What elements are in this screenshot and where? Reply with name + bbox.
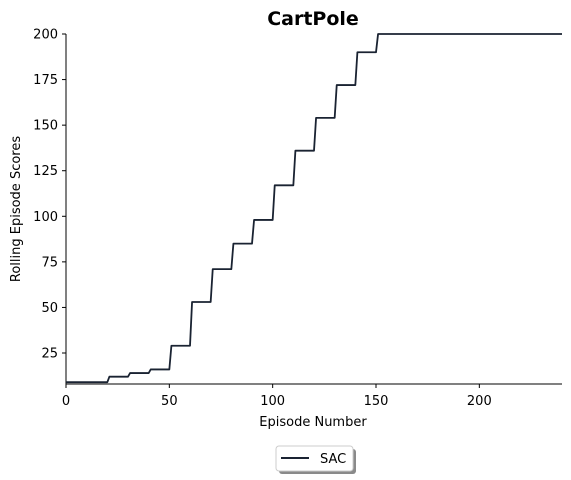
x-tick-label: 100 <box>260 394 285 409</box>
y-tick-label: 50 <box>41 301 58 316</box>
x-tick-label: 50 <box>161 394 178 409</box>
legend: SAC <box>275 445 356 474</box>
x-tick-label: 150 <box>364 394 389 409</box>
y-tick-label: 125 <box>33 164 58 179</box>
y-axis-ticks: 25 50 75 100 125 150 175 200 <box>33 28 66 362</box>
y-tick-label: 175 <box>33 73 58 88</box>
y-tick-label: 25 <box>41 347 58 362</box>
x-tick-label: 0 <box>62 394 70 409</box>
legend-box <box>275 445 354 472</box>
legend-label-sac: SAC <box>320 452 346 467</box>
series-line-sac <box>66 33 562 384</box>
series-layer <box>66 33 562 384</box>
y-tick-label: 75 <box>41 255 58 270</box>
x-axis-ticks: 0 50 100 150 200 <box>62 384 492 409</box>
x-tick-label: 200 <box>467 394 492 409</box>
y-tick-label: 200 <box>33 28 58 43</box>
y-axis-label: Rolling Episode Scores <box>9 136 24 282</box>
y-tick-label: 100 <box>33 210 58 225</box>
x-axis-label: Episode Number <box>259 415 367 430</box>
y-tick-label: 150 <box>33 119 58 134</box>
chart-title: CartPole <box>267 8 359 30</box>
